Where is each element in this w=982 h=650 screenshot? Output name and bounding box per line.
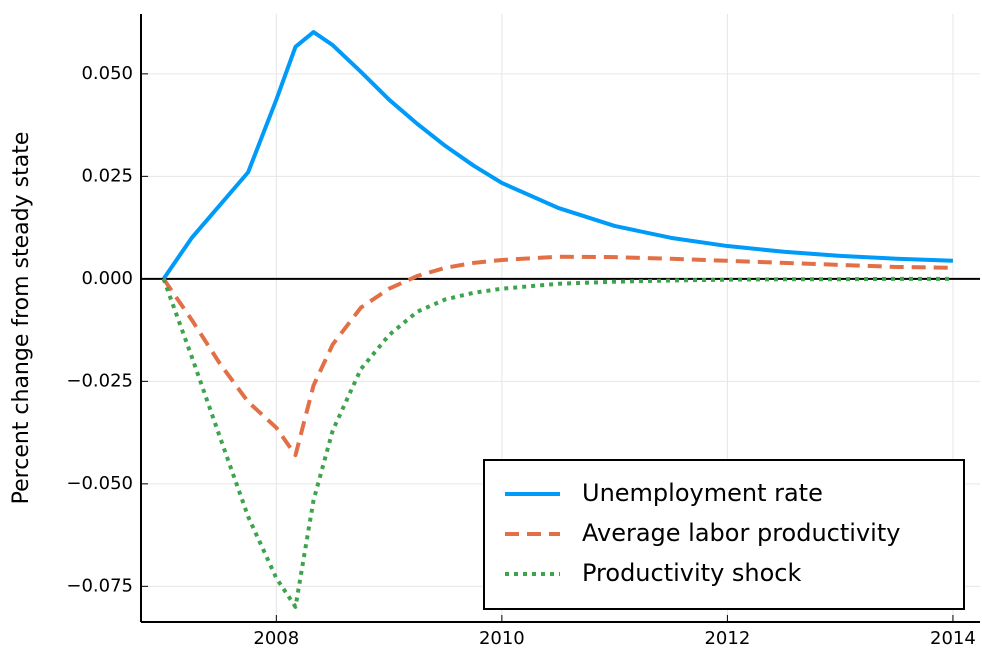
y-tick-label: −0.050 (66, 473, 133, 494)
legend-label: Average labor productivity (582, 519, 900, 547)
data-line (161, 30, 954, 280)
y-tick-label: −0.075 (66, 575, 133, 596)
y-tick-label: 0.050 (81, 63, 133, 84)
legend-label: Unemployment rate (582, 479, 823, 507)
legend: Unemployment rate Average labor productiv… (483, 459, 965, 610)
y-tick-label: 0.000 (81, 268, 133, 289)
y-tick-label: −0.025 (66, 370, 133, 391)
legend-label: Productivity shock (582, 559, 802, 587)
y-axis-label: Percent change from steady state (9, 132, 34, 505)
x-tick-label: 2012 (704, 628, 750, 649)
x-tick-label: 2008 (253, 628, 299, 649)
x-tick-label: 2014 (930, 628, 976, 649)
data-line (161, 254, 953, 458)
y-tick-label: 0.025 (81, 165, 133, 186)
x-tick-label: 2010 (479, 628, 525, 649)
legend-box (483, 459, 965, 610)
